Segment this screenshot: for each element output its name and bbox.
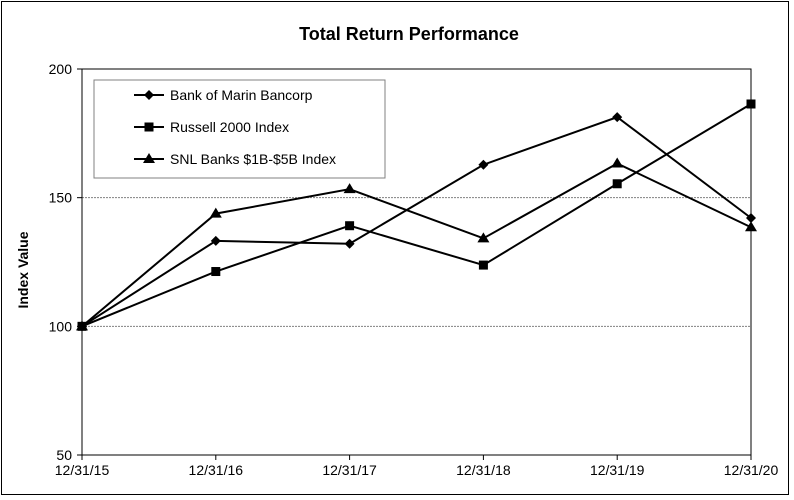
y-tick-label: 100 [49,318,73,334]
chart-title: Total Return Performance [299,24,519,44]
legend-label: Bank of Marin Bancorp [170,87,313,103]
x-tick-label: 12/31/19 [590,462,645,478]
data-point-diamond [612,112,623,123]
data-point-diamond [344,238,355,249]
y-axis-label: Index Value [15,231,31,308]
series-2 [76,157,757,331]
legend-marker-diamond [144,90,154,100]
series-0 [77,112,756,332]
data-point-square [211,267,221,277]
legend-marker-square [144,122,154,132]
data-point-diamond [746,212,756,223]
data-point-triangle [76,320,88,331]
data-point-triangle [343,183,356,194]
legend-item: Russell 2000 Index [134,119,289,135]
plot-area [81,68,752,456]
data-point-triangle [477,232,490,243]
data-point-square [746,99,756,109]
series-line [81,162,752,328]
data-point-square [345,221,355,231]
y-tick-label: 150 [49,190,73,206]
data-point-diamond [210,235,221,246]
x-tick-label: 12/31/15 [55,462,110,478]
x-tick-label: 12/31/18 [456,462,511,478]
data-point-square [612,179,622,189]
data-point-square [478,260,488,270]
legend-item: Bank of Marin Bancorp [134,87,313,103]
legend-box [93,79,386,179]
legend-label: SNL Banks $1B-$5B Index [170,151,336,167]
y-tick-label: 50 [56,447,72,463]
series-group [76,99,757,332]
legend-label: Russell 2000 Index [170,119,289,135]
data-point-triangle [611,157,624,168]
x-tick-label: 12/31/17 [322,462,377,478]
series-line [81,103,752,328]
legend-marker-triangle [143,153,155,163]
x-tick-label: 12/31/20 [724,462,779,478]
axes: 50 100 150 200 12/31/15 12/31/16 12/31/17 12/31… [49,61,779,478]
y-tick-label: 200 [49,61,73,77]
x-tick-label: 12/31/16 [189,462,244,478]
data-point-triangle [745,221,757,232]
data-point-triangle [209,207,222,218]
legend-item: SNL Banks $1B-$5B Index [134,151,336,167]
data-point-diamond [478,159,489,170]
legend: Bank of Marin Bancorp Russell 2000 Index S… [93,79,386,179]
series-line [81,115,752,328]
gridlines [82,197,751,327]
